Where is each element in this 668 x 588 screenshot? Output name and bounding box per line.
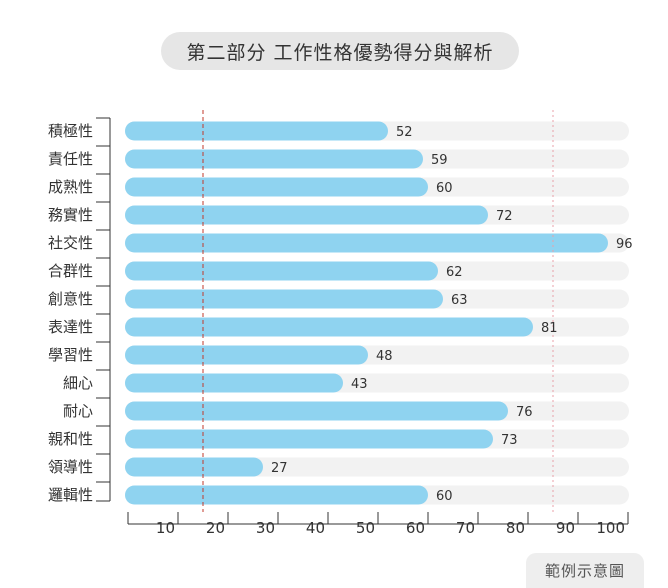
bar-7 xyxy=(125,317,533,337)
category-label-9: 細心 xyxy=(63,374,93,392)
value-label-13: 60 xyxy=(436,489,453,504)
chart-title: 第二部分 工作性格優勢得分與解析 xyxy=(161,32,519,70)
value-label-3: 72 xyxy=(496,209,513,224)
bar-11 xyxy=(125,429,493,449)
category-label-12: 領導性 xyxy=(48,458,93,476)
category-label-1: 責任性 xyxy=(48,150,93,168)
tick-label-1: 20 xyxy=(206,519,225,537)
tick-label-3: 40 xyxy=(306,519,325,537)
value-labels: 52 59 60 72 96 62 63 81 48 43 76 73 27 60 xyxy=(271,125,633,504)
bar-3 xyxy=(125,205,488,225)
value-label-10: 76 xyxy=(516,405,533,420)
bar-0 xyxy=(125,121,388,141)
value-label-6: 63 xyxy=(451,293,468,308)
tick-label-9: 100 xyxy=(596,519,625,537)
bar-2 xyxy=(125,177,428,197)
reference-lines xyxy=(202,110,554,512)
value-label-11: 73 xyxy=(501,433,518,448)
tick-label-4: 50 xyxy=(356,519,375,537)
bar-13 xyxy=(125,485,428,505)
category-label-7: 表達性 xyxy=(48,318,93,336)
tick-label-8: 90 xyxy=(556,519,575,537)
category-axis xyxy=(96,117,111,502)
category-label-11: 親和性 xyxy=(48,430,93,448)
value-label-0: 52 xyxy=(396,125,413,140)
category-label-4: 社交性 xyxy=(48,234,93,252)
tick-label-5: 60 xyxy=(406,519,425,537)
value-label-5: 62 xyxy=(446,265,463,280)
value-label-12: 27 xyxy=(271,461,288,476)
category-label-8: 學習性 xyxy=(48,346,93,364)
value-axis xyxy=(127,512,629,525)
bar-5 xyxy=(125,261,438,281)
value-label-9: 43 xyxy=(351,377,368,392)
value-label-2: 60 xyxy=(436,181,453,196)
tick-label-2: 30 xyxy=(256,519,275,537)
sample-note: 範例示意圖 xyxy=(526,553,644,588)
value-label-7: 81 xyxy=(541,321,558,336)
tick-label-7: 80 xyxy=(506,519,525,537)
value-label-4: 96 xyxy=(616,237,633,252)
category-label-10: 耐心 xyxy=(63,402,93,420)
category-label-6: 創意性 xyxy=(48,290,93,308)
value-label-1: 59 xyxy=(431,153,448,168)
bar-10 xyxy=(125,401,508,421)
category-label-13: 邏輯性 xyxy=(48,486,93,504)
bar-4 xyxy=(125,233,608,253)
bar-12 xyxy=(125,457,263,477)
category-label-0: 積極性 xyxy=(48,122,93,140)
bar-6 xyxy=(125,289,443,309)
category-label-5: 合群性 xyxy=(48,262,93,280)
category-label-2: 成熟性 xyxy=(48,178,93,196)
value-label-8: 48 xyxy=(376,349,393,364)
category-label-3: 務實性 xyxy=(48,206,93,224)
bar-1 xyxy=(125,149,423,169)
tick-label-6: 70 xyxy=(456,519,475,537)
tick-labels: 10 20 30 40 50 60 70 80 90 100 xyxy=(156,519,625,537)
bar-8 xyxy=(125,345,368,365)
tick-label-0: 10 xyxy=(156,519,175,537)
bars xyxy=(125,121,608,505)
bar-9 xyxy=(125,373,343,393)
